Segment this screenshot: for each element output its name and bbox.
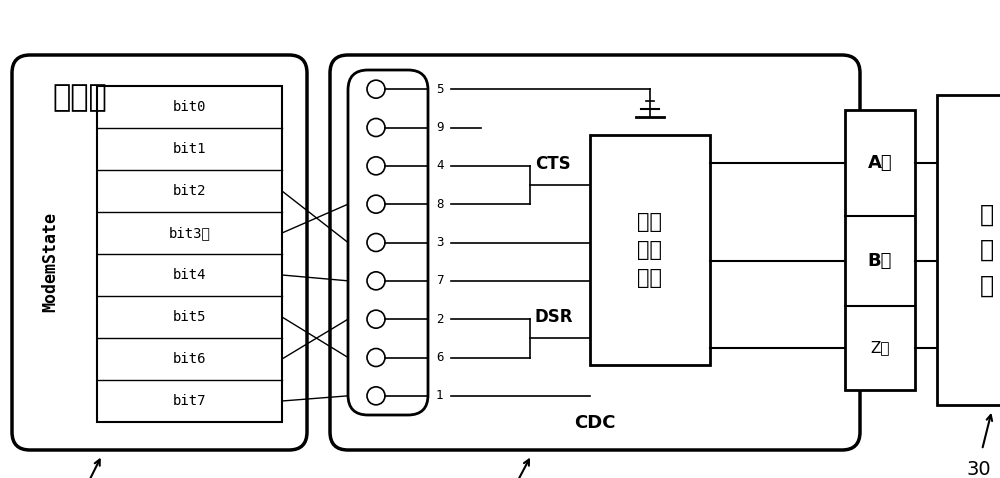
Text: 4: 4 (436, 159, 444, 173)
Text: 3: 3 (436, 236, 444, 249)
Text: 2: 2 (436, 313, 444, 326)
FancyBboxPatch shape (330, 55, 860, 450)
FancyBboxPatch shape (12, 55, 307, 450)
Circle shape (367, 387, 385, 405)
Text: B相: B相 (868, 252, 892, 270)
Text: 电平
匹配
电路: 电平 匹配 电路 (638, 212, 662, 288)
Text: 9: 9 (436, 121, 444, 134)
Text: 磁
栅
尺: 磁 栅 尺 (980, 203, 994, 297)
Bar (845, 110, 915, 390)
Text: 1: 1 (436, 390, 444, 402)
Circle shape (367, 157, 385, 175)
Circle shape (367, 119, 385, 137)
Bar (937, 95, 1000, 405)
Circle shape (367, 233, 385, 251)
Circle shape (367, 272, 385, 290)
Text: 8: 8 (436, 198, 444, 211)
Text: 5: 5 (436, 83, 444, 96)
Text: bit4: bit4 (173, 268, 206, 282)
Text: bit3；: bit3； (169, 226, 210, 240)
Text: 上位机: 上位机 (52, 83, 107, 112)
Text: bit7: bit7 (173, 394, 206, 408)
Text: ModemState: ModemState (41, 213, 59, 313)
Text: bit1: bit1 (173, 142, 206, 156)
Text: 7: 7 (436, 274, 444, 287)
Circle shape (367, 310, 385, 328)
Text: DSR: DSR (535, 308, 574, 326)
Bar (97, 86, 282, 422)
Circle shape (367, 348, 385, 367)
Text: bit0: bit0 (173, 100, 206, 114)
Text: bit5: bit5 (173, 310, 206, 324)
FancyBboxPatch shape (348, 70, 428, 415)
Text: CTS: CTS (535, 155, 571, 173)
Text: bit6: bit6 (173, 352, 206, 366)
Text: bit2: bit2 (173, 184, 206, 198)
Text: Z相: Z相 (870, 340, 890, 356)
Text: A相: A相 (868, 154, 892, 172)
Circle shape (367, 195, 385, 213)
Bar (590, 135, 710, 365)
Text: CDC: CDC (574, 414, 616, 432)
Circle shape (367, 80, 385, 98)
Text: 6: 6 (436, 351, 444, 364)
Text: 30: 30 (967, 460, 991, 478)
